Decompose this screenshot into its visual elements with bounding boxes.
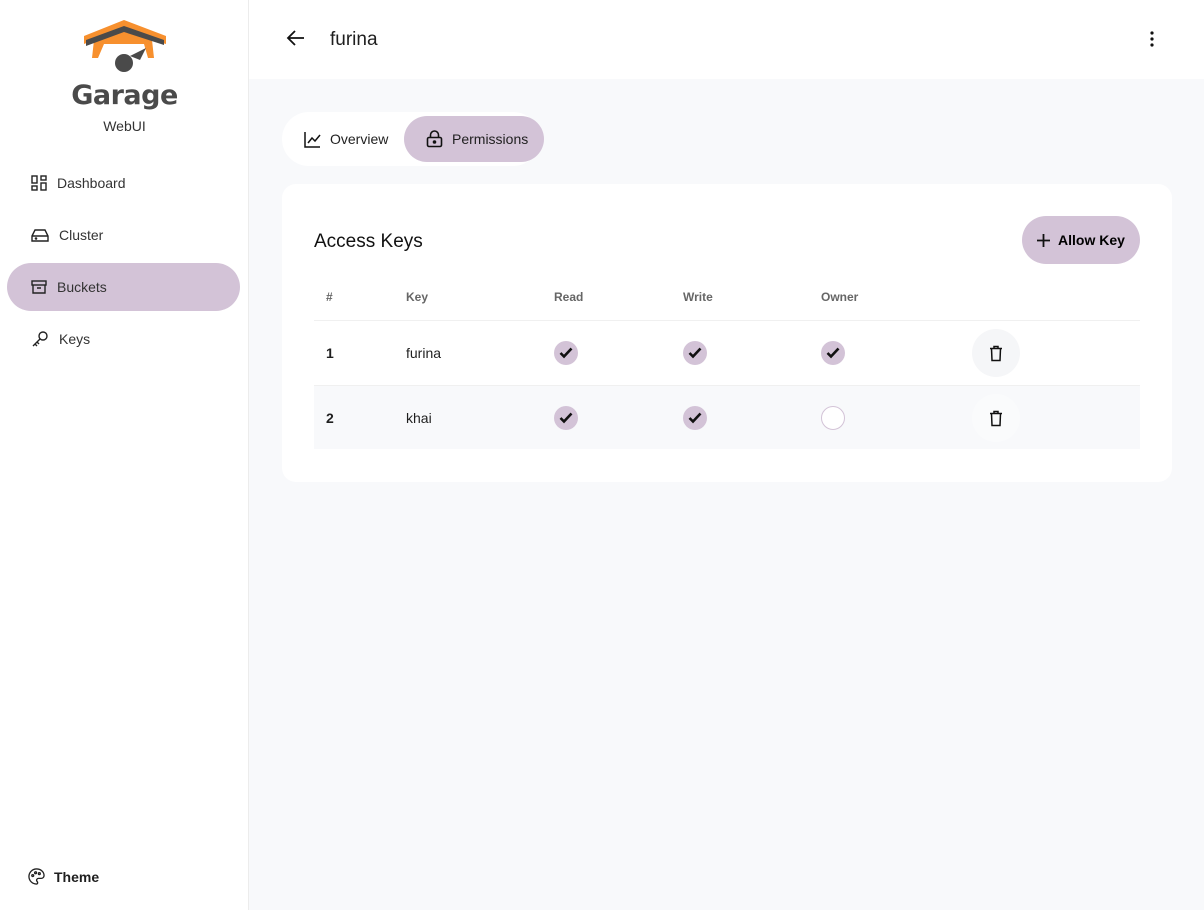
table-row: 2 khai xyxy=(314,385,1140,449)
column-header-number: # xyxy=(326,290,333,304)
sidebar-item-label: Cluster xyxy=(59,227,104,243)
check-icon xyxy=(559,412,573,424)
tab-label: Overview xyxy=(330,131,389,147)
trash-icon xyxy=(990,410,1002,426)
owner-checkbox[interactable] xyxy=(821,406,845,430)
palette-icon xyxy=(28,868,45,885)
allow-key-button[interactable]: Allow Key xyxy=(1022,216,1140,264)
more-vertical-icon[interactable] xyxy=(1150,30,1154,48)
check-icon xyxy=(559,347,573,359)
plus-icon xyxy=(1037,233,1051,247)
sidebar-item-label: Keys xyxy=(59,331,91,347)
column-header-owner: Owner xyxy=(821,290,859,304)
key-name: khai xyxy=(406,410,432,426)
header: furina xyxy=(249,0,1204,79)
row-number: 2 xyxy=(326,410,334,426)
brand-name: Garage xyxy=(71,80,178,111)
sidebar-item-buckets[interactable]: Buckets xyxy=(7,263,240,311)
write-checkbox[interactable] xyxy=(683,341,707,365)
theme-label: Theme xyxy=(54,868,100,885)
back-arrow-icon[interactable] xyxy=(286,28,306,48)
write-checkbox[interactable] xyxy=(683,406,707,430)
sidebar-item-dashboard[interactable]: Dashboard xyxy=(7,159,240,207)
key-icon xyxy=(32,331,48,347)
sidebar-item-cluster[interactable]: Cluster xyxy=(7,211,240,259)
row-number: 1 xyxy=(326,345,334,361)
tab-permissions[interactable]: Permissions xyxy=(404,116,545,162)
column-header-write: Write xyxy=(683,290,713,304)
read-checkbox[interactable] xyxy=(554,406,578,430)
owner-checkbox[interactable] xyxy=(821,341,845,365)
garage-logo xyxy=(84,20,166,72)
sidebar-item-keys[interactable]: Keys xyxy=(7,315,240,363)
lock-icon xyxy=(426,130,443,148)
brand-subtitle: WebUI xyxy=(103,118,146,134)
tab-label: Permissions xyxy=(452,131,529,147)
key-name: furina xyxy=(406,345,442,361)
archive-icon xyxy=(31,280,47,294)
access-keys-card: Access Keys Allow Key # Key Read Write O… xyxy=(282,184,1172,482)
column-header-key: Key xyxy=(406,290,429,304)
section-title: Access Keys xyxy=(314,231,423,252)
sidebar-item-label: Dashboard xyxy=(57,175,126,191)
chart-line-icon xyxy=(304,131,321,148)
delete-button[interactable] xyxy=(972,329,1020,377)
check-icon xyxy=(688,412,702,424)
check-icon xyxy=(826,347,840,359)
tab-overview[interactable]: Overview xyxy=(282,116,404,162)
tab-bar: Overview Permissions xyxy=(282,112,545,166)
hard-drive-icon xyxy=(31,229,49,242)
sidebar-item-label: Buckets xyxy=(57,279,107,295)
check-icon xyxy=(688,347,702,359)
delete-button[interactable] xyxy=(972,394,1020,442)
page-title: furina xyxy=(330,29,378,50)
sidebar: Garage WebUI Dashboard Cluster Buckets K… xyxy=(0,0,249,910)
column-header-read: Read xyxy=(554,290,584,304)
allow-key-label: Allow Key xyxy=(1058,232,1125,248)
read-checkbox[interactable] xyxy=(554,341,578,365)
table-row: 1 furina xyxy=(314,320,1140,384)
dashboard-icon xyxy=(31,175,47,191)
trash-icon xyxy=(990,345,1002,361)
theme-button[interactable]: Theme xyxy=(28,868,99,885)
